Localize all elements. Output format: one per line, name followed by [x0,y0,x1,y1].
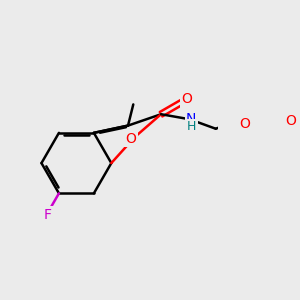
Text: O: O [181,92,192,106]
Text: N: N [186,112,196,126]
Text: O: O [286,114,296,128]
Text: H: H [187,120,196,133]
Text: O: O [126,132,136,145]
Text: F: F [43,208,51,222]
Text: O: O [239,117,250,131]
